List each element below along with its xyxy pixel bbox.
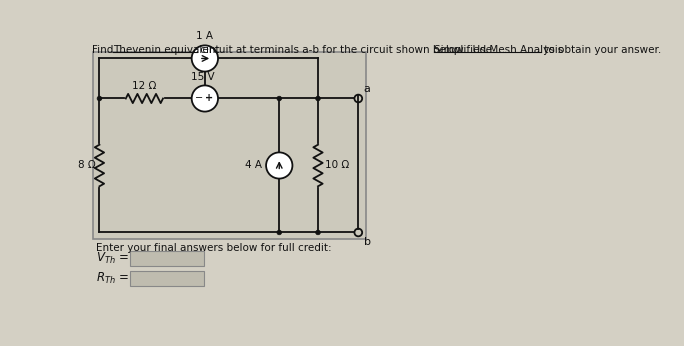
- Text: 15 V: 15 V: [192, 72, 215, 82]
- Text: Find: Find: [92, 45, 116, 55]
- Circle shape: [277, 96, 282, 101]
- Circle shape: [192, 85, 218, 112]
- Circle shape: [97, 96, 102, 101]
- Text: $R_{Th}$ =: $R_{Th}$ =: [96, 271, 129, 286]
- FancyBboxPatch shape: [93, 52, 366, 239]
- Circle shape: [192, 45, 218, 72]
- Text: Simplified Mesh Analysis: Simplified Mesh Analysis: [434, 45, 564, 55]
- Text: +: +: [205, 93, 213, 103]
- FancyBboxPatch shape: [131, 251, 204, 266]
- Text: 10 Ω: 10 Ω: [325, 161, 350, 171]
- Circle shape: [266, 152, 293, 179]
- Text: to obtain your answer.: to obtain your answer.: [541, 45, 661, 55]
- Text: 8 Ω: 8 Ω: [78, 161, 96, 171]
- Text: Thevenin equivalent: Thevenin equivalent: [114, 45, 220, 55]
- Text: Enter your final answers below for full credit:: Enter your final answers below for full …: [96, 243, 332, 253]
- Text: 1 A: 1 A: [196, 31, 213, 41]
- Text: $V_{Th}$ =: $V_{Th}$ =: [96, 251, 129, 266]
- Text: a: a: [364, 84, 371, 94]
- Text: 12 Ω: 12 Ω: [132, 81, 157, 91]
- Text: −: −: [196, 93, 203, 103]
- Text: 4 A: 4 A: [245, 161, 262, 171]
- Text: b: b: [364, 237, 371, 247]
- Circle shape: [316, 230, 320, 235]
- Circle shape: [316, 96, 320, 101]
- Text: circuit at terminals a-b for the circuit shown below.  Use: circuit at terminals a-b for the circuit…: [197, 45, 495, 55]
- Circle shape: [277, 230, 282, 235]
- FancyBboxPatch shape: [131, 271, 204, 286]
